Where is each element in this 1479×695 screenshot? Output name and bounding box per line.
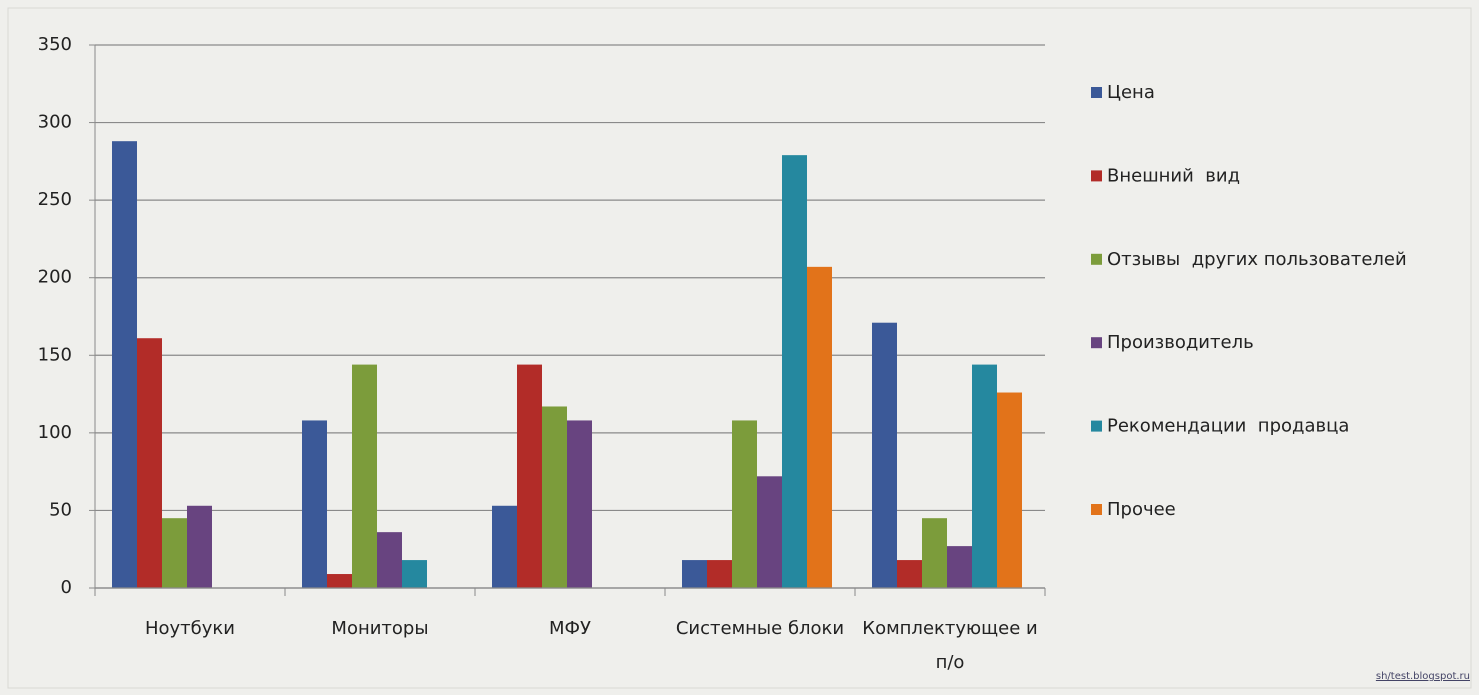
x-tick-label: Мониторы (331, 618, 429, 639)
legend-swatch (1091, 87, 1102, 98)
bar (732, 420, 757, 588)
bar (567, 420, 592, 588)
bar (542, 406, 567, 588)
bar (352, 364, 377, 588)
x-tick-label: МФУ (549, 618, 591, 639)
y-tick-label: 350 (38, 34, 72, 55)
y-tick-label: 0 (61, 577, 72, 598)
x-tick-label: Системные блоки (675, 618, 845, 639)
bar (807, 266, 832, 588)
bar (162, 518, 187, 588)
bar (782, 155, 807, 588)
bar (492, 505, 517, 588)
legend-label: Рекомендации продавца (1107, 416, 1349, 437)
bar (377, 532, 402, 588)
y-tick-label: 150 (38, 344, 72, 365)
bar (972, 364, 997, 588)
bar (997, 392, 1022, 588)
bar (872, 322, 897, 588)
y-tick-label: 50 (49, 499, 72, 520)
x-tick-label: Комплектующее и п/о (862, 618, 1038, 673)
legend-swatch (1091, 253, 1102, 265)
bar (947, 546, 972, 588)
watermark: sh/test.blogspot.ru (1376, 671, 1470, 682)
bar (327, 574, 352, 588)
legend-swatch (1091, 420, 1102, 432)
bar (402, 560, 427, 588)
bar (682, 560, 707, 588)
bar (302, 420, 327, 588)
legend-swatch (1091, 170, 1102, 182)
legend-swatch (1091, 337, 1102, 349)
bar (897, 560, 922, 588)
legend-label: Цена (1107, 82, 1155, 103)
bar (517, 364, 542, 588)
y-tick-label: 100 (38, 422, 72, 443)
legend-label: Прочее (1107, 499, 1176, 520)
x-tick-label: Ноутбуки (144, 618, 235, 639)
legend-label: Внешний вид (1107, 165, 1240, 186)
legend-swatch (1091, 504, 1102, 515)
bar (922, 518, 947, 588)
y-tick-label: 300 (38, 112, 72, 133)
bar (707, 560, 732, 588)
bar (137, 338, 162, 588)
bar (187, 505, 212, 588)
frame (7, 7, 1472, 689)
legend-label: Производитель (1107, 332, 1254, 353)
y-tick-label: 250 (38, 189, 72, 210)
bar (112, 141, 137, 588)
bar (757, 476, 782, 588)
legend-label: Отзывы других пользователей (1107, 249, 1407, 270)
y-tick-label: 200 (38, 267, 72, 288)
